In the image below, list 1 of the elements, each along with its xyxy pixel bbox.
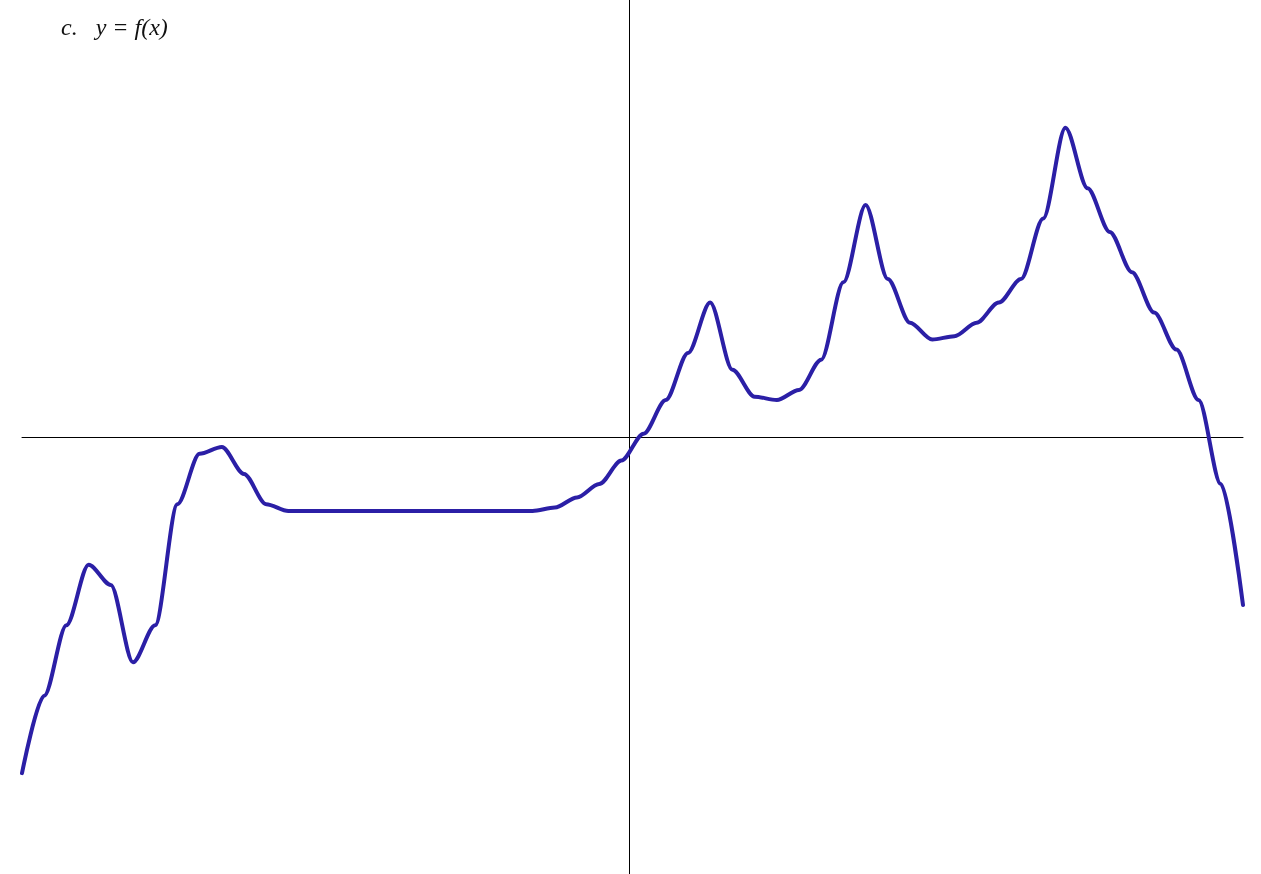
chart-title: c. y = f(x) (61, 14, 168, 40)
